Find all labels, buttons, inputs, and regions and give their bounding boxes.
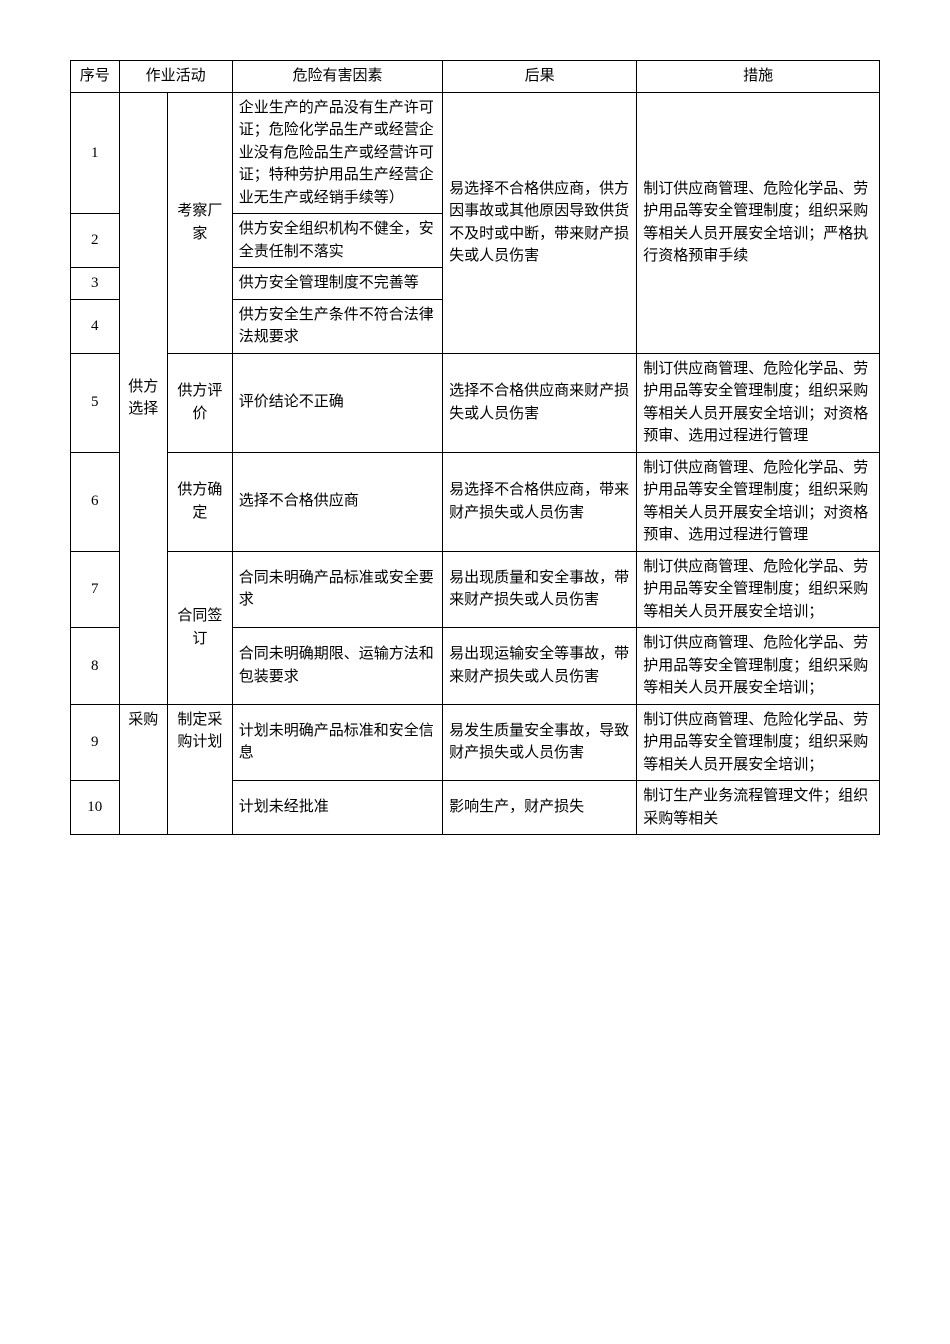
cell-activity1: 供方选择	[119, 92, 168, 704]
table-row: 9 采购 制定采购计划 计划未明确产品标准和安全信息 易发生质量安全事故，导致财…	[71, 704, 880, 781]
header-hazard: 危险有害因素	[232, 61, 442, 93]
cell-measure: 制订供应商管理、危险化学品、劳护用品等安全管理制度；组织采购等相关人员开展安全培…	[637, 628, 880, 705]
cell-seq: 2	[71, 214, 120, 268]
table-row: 5 供方评价 评价结论不正确 选择不合格供应商来财产损失或人员伤害 制订供应商管…	[71, 353, 880, 452]
cell-seq: 6	[71, 452, 120, 551]
cell-hazard: 合同未明确期限、运输方法和包装要求	[232, 628, 442, 705]
cell-hazard: 供方安全组织机构不健全，安全责任制不落实	[232, 214, 442, 268]
cell-seq: 5	[71, 353, 120, 452]
cell-activity1: 采购	[119, 704, 168, 835]
cell-seq: 4	[71, 299, 120, 353]
cell-consequence: 易出现质量和安全事故，带来财产损失或人员伤害	[443, 551, 637, 628]
cell-consequence: 易选择不合格供应商，带来财产损失或人员伤害	[443, 452, 637, 551]
table-row: 1 供方选择 考察厂家 企业生产的产品没有生产许可证；危险化学品生产或经营企业没…	[71, 92, 880, 214]
header-consequence: 后果	[443, 61, 637, 93]
cell-hazard: 评价结论不正确	[232, 353, 442, 452]
table-row: 6 供方确定 选择不合格供应商 易选择不合格供应商，带来财产损失或人员伤害 制订…	[71, 452, 880, 551]
cell-seq: 7	[71, 551, 120, 628]
cell-consequence: 易出现运输安全等事故，带来财产损失或人员伤害	[443, 628, 637, 705]
cell-activity2: 供方评价	[168, 353, 233, 452]
cell-measure: 制订生产业务流程管理文件；组织采购等相关	[637, 781, 880, 835]
cell-activity2: 制定采购计划	[168, 704, 233, 835]
cell-consequence: 易发生质量安全事故，导致财产损失或人员伤害	[443, 704, 637, 781]
cell-hazard: 选择不合格供应商	[232, 452, 442, 551]
cell-hazard: 合同未明确产品标准或安全要求	[232, 551, 442, 628]
cell-measure: 制订供应商管理、危险化学品、劳护用品等安全管理制度；组织采购等相关人员开展安全培…	[637, 551, 880, 628]
cell-seq: 3	[71, 268, 120, 300]
cell-hazard: 供方安全生产条件不符合法律法规要求	[232, 299, 442, 353]
cell-activity2: 合同签订	[168, 551, 233, 704]
cell-consequence: 易选择不合格供应商，供方因事故或其他原因导致供货不及时或中断，带来财产损失或人员…	[443, 92, 637, 353]
cell-hazard: 供方安全管理制度不完善等	[232, 268, 442, 300]
cell-consequence: 选择不合格供应商来财产损失或人员伤害	[443, 353, 637, 452]
cell-seq: 1	[71, 92, 120, 214]
cell-activity2: 考察厂家	[168, 92, 233, 353]
cell-activity2: 供方确定	[168, 452, 233, 551]
cell-measure: 制订供应商管理、危险化学品、劳护用品等安全管理制度；组织采购等相关人员开展安全培…	[637, 452, 880, 551]
header-seq: 序号	[71, 61, 120, 93]
cell-seq: 9	[71, 704, 120, 781]
cell-measure: 制订供应商管理、危险化学品、劳护用品等安全管理制度；组织采购等相关人员开展安全培…	[637, 92, 880, 353]
cell-hazard: 计划未经批准	[232, 781, 442, 835]
header-activity: 作业活动	[119, 61, 232, 93]
table-row: 7 合同签订 合同未明确产品标准或安全要求 易出现质量和安全事故，带来财产损失或…	[71, 551, 880, 628]
cell-hazard: 计划未明确产品标准和安全信息	[232, 704, 442, 781]
cell-seq: 10	[71, 781, 120, 835]
risk-table: 序号 作业活动 危险有害因素 后果 措施 1 供方选择 考察厂家 企业生产的产品…	[70, 60, 880, 835]
cell-measure: 制订供应商管理、危险化学品、劳护用品等安全管理制度；组织采购等相关人员开展安全培…	[637, 353, 880, 452]
cell-hazard: 企业生产的产品没有生产许可证；危险化学品生产或经营企业没有危险品生产或经营许可证…	[232, 92, 442, 214]
table-header-row: 序号 作业活动 危险有害因素 后果 措施	[71, 61, 880, 93]
cell-measure: 制订供应商管理、危险化学品、劳护用品等安全管理制度；组织采购等相关人员开展安全培…	[637, 704, 880, 781]
cell-consequence: 影响生产，财产损失	[443, 781, 637, 835]
header-measure: 措施	[637, 61, 880, 93]
cell-seq: 8	[71, 628, 120, 705]
